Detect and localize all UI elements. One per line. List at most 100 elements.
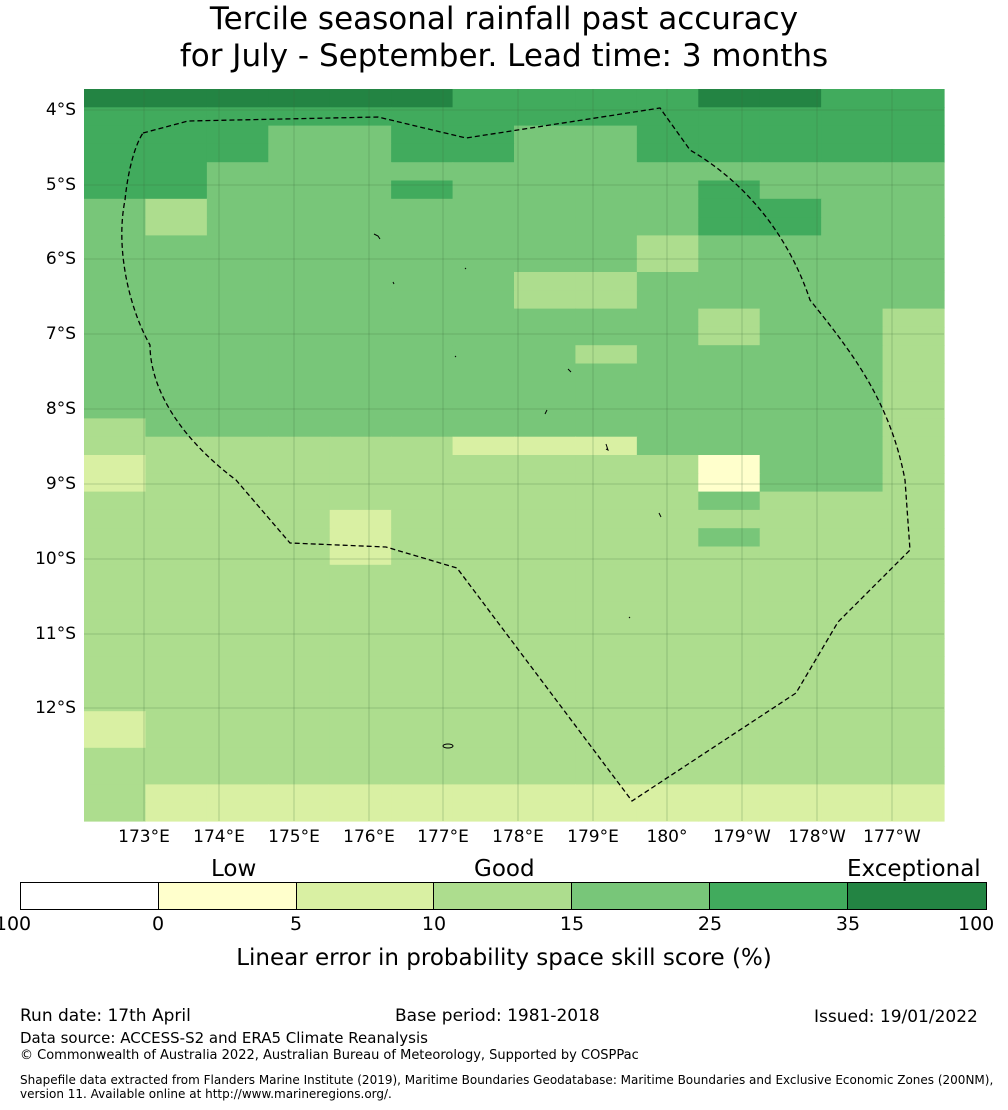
map-cell xyxy=(821,217,884,236)
map-cell xyxy=(391,308,454,328)
map-cell xyxy=(636,180,699,200)
map-cell xyxy=(636,436,699,456)
map-cell xyxy=(391,253,454,273)
map-cell xyxy=(636,198,699,218)
map-cell xyxy=(329,747,392,767)
map-cell xyxy=(268,802,331,822)
map-cell xyxy=(84,198,147,218)
map-cell xyxy=(759,491,822,511)
map-cell xyxy=(145,326,208,346)
map-cell xyxy=(821,564,884,584)
map-cell xyxy=(759,601,822,621)
map-cell xyxy=(882,528,945,548)
map-cell xyxy=(821,509,884,529)
map-cell xyxy=(821,656,884,676)
map-cell xyxy=(636,656,699,676)
map-cell xyxy=(575,802,638,822)
map-cell xyxy=(329,400,392,419)
map-cell xyxy=(575,381,638,401)
map-cell xyxy=(391,802,454,822)
map-cell xyxy=(145,509,208,529)
map-cell xyxy=(329,546,392,566)
map-cell xyxy=(452,747,515,767)
map-cell xyxy=(759,766,822,785)
map-cell xyxy=(514,802,577,822)
map-cell xyxy=(145,656,208,676)
map-cell xyxy=(514,345,577,365)
map-cell xyxy=(145,784,208,804)
map-cell xyxy=(206,583,269,602)
map-cell xyxy=(145,290,208,310)
map-cell xyxy=(145,674,208,694)
map-cell xyxy=(575,400,638,419)
lon-label: 173°E xyxy=(118,827,170,847)
map-cell xyxy=(882,345,945,365)
map-cell xyxy=(84,619,147,639)
map-cell xyxy=(84,546,147,566)
map-cell xyxy=(698,253,761,273)
map-cell xyxy=(391,89,454,108)
map-cell xyxy=(268,326,331,346)
map-cell xyxy=(759,308,822,328)
map-cell xyxy=(636,217,699,236)
map-cell xyxy=(206,217,269,236)
map-cell xyxy=(391,619,454,639)
map-cell xyxy=(391,345,454,365)
map-cell xyxy=(882,692,945,712)
colorbar-segment xyxy=(21,883,159,909)
map-cell xyxy=(575,674,638,694)
map-cell xyxy=(575,601,638,621)
map-cell xyxy=(514,180,577,200)
map-cell xyxy=(514,235,577,255)
map-cell xyxy=(84,345,147,365)
map-cell xyxy=(821,473,884,493)
map-gridlines xyxy=(84,89,944,821)
map-cell xyxy=(759,272,822,291)
map-cell xyxy=(821,253,884,273)
map-cell xyxy=(759,400,822,419)
map-cell xyxy=(821,89,884,108)
map-cell xyxy=(575,656,638,676)
map-cell xyxy=(759,253,822,273)
map-cell xyxy=(882,272,945,291)
map-cell xyxy=(329,143,392,163)
map-cell xyxy=(452,107,515,127)
map-cell xyxy=(145,272,208,291)
map-cell xyxy=(882,363,945,383)
map-cell xyxy=(882,583,945,602)
map-cell xyxy=(575,180,638,200)
map-cell xyxy=(882,564,945,584)
map-cell xyxy=(882,619,945,639)
map-cell xyxy=(882,802,945,822)
map-cell xyxy=(84,308,147,328)
map-cell xyxy=(698,546,761,566)
map-cell xyxy=(452,272,515,291)
map-cell xyxy=(514,418,577,438)
map-cell xyxy=(636,162,699,182)
shapefile-credit-line-2: version 11. Available online at http://w… xyxy=(20,1087,392,1101)
map-cell xyxy=(636,802,699,822)
map-cell xyxy=(698,766,761,785)
map-cell xyxy=(206,272,269,291)
map-title-line-2: for July - September. Lead time: 3 month… xyxy=(179,38,829,74)
map-cell xyxy=(268,473,331,493)
map-cell xyxy=(698,107,761,127)
colorbar-segment xyxy=(296,883,435,909)
map-cell xyxy=(145,747,208,767)
map-cell xyxy=(206,180,269,200)
map-cell xyxy=(882,198,945,218)
map-cell xyxy=(698,784,761,804)
map-cell xyxy=(329,235,392,255)
map-cell xyxy=(698,491,761,511)
map-cell xyxy=(698,89,761,108)
map-cell xyxy=(575,528,638,548)
map-cell xyxy=(514,217,577,236)
map-cell xyxy=(636,747,699,767)
map-cell xyxy=(84,692,147,712)
map-cell xyxy=(575,198,638,218)
map-cell xyxy=(882,455,945,474)
map-cell xyxy=(84,674,147,694)
map-cell xyxy=(759,656,822,676)
map-cell xyxy=(206,638,269,657)
